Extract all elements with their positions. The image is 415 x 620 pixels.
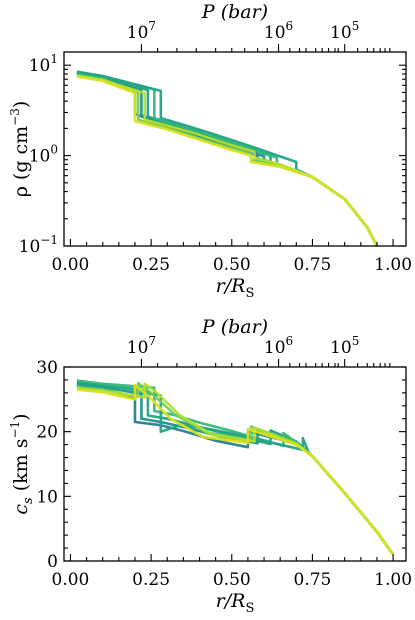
top-axis-label: P (bar) [201, 1, 268, 23]
series-line-5 [76, 383, 395, 556]
x-tick-label: 0.25 [132, 255, 170, 275]
y-tick-label: 10 [36, 487, 58, 507]
y-axis-label-exponent: −1 [8, 421, 22, 439]
y-tick-label: 20 [36, 423, 58, 443]
y-axis-label-text: ρ (g cm [10, 126, 32, 197]
top-tick-label-exponent: 7 [148, 334, 156, 348]
y-tick-label-exponent: −1 [40, 233, 58, 247]
y-tick-label: 0 [47, 552, 58, 572]
x-tick-label: 0.75 [294, 255, 332, 275]
y-axis-label: cs (km s−1) [8, 413, 36, 514]
y-tick-label: 100 [29, 143, 58, 167]
series-line-3 [76, 380, 395, 556]
y-axis-label: ρ (g cm−3) [8, 101, 32, 198]
y-axis-label-text: c [10, 504, 32, 515]
y-tick-label-base: 10 [29, 147, 51, 167]
x-tick-label: 1.00 [374, 255, 412, 275]
y-axis-label-subscript: s [21, 497, 36, 504]
series-line-6 [76, 73, 379, 246]
top-tick-label-base: 10 [264, 338, 286, 358]
series-line-6 [76, 381, 395, 556]
top-tick-label: 106 [264, 334, 293, 358]
top-tick-label-exponent: 6 [286, 334, 294, 348]
top-tick-label-base: 10 [264, 23, 286, 43]
y-axis-label-close: ) [10, 101, 32, 108]
series-group [76, 379, 395, 556]
y-axis-label-close: ) [10, 413, 32, 420]
series-line-7 [76, 382, 395, 556]
y-axis-label-exponent: −3 [8, 108, 22, 126]
series-line-7 [76, 74, 379, 246]
series-line-8 [76, 383, 395, 556]
series-line-2 [76, 381, 395, 556]
x-tick-label: 0.25 [132, 570, 170, 590]
top-tick-label-exponent: 7 [148, 19, 156, 33]
x-axis-label: r/RS [216, 590, 255, 616]
x-tick-label: 0.00 [52, 570, 90, 590]
top-tick-label-exponent: 5 [352, 334, 360, 348]
top-tick-label: 107 [127, 19, 156, 43]
top-tick-label-base: 10 [330, 338, 352, 358]
y-axis-label-units: (km s [10, 439, 32, 498]
top-tick-label-exponent: 6 [286, 19, 294, 33]
y-tick-label-exponent: 0 [50, 143, 58, 157]
y-tick-label-base: 10 [19, 237, 41, 257]
top-tick-label-base: 10 [330, 23, 352, 43]
series-line-1 [76, 72, 379, 246]
top-axis-label: P (bar) [201, 316, 268, 338]
top-tick-label-base: 10 [127, 23, 149, 43]
top-tick-label: 107 [127, 334, 156, 358]
series-line-2 [76, 71, 379, 246]
series-line-4 [76, 70, 379, 246]
series-group [76, 70, 379, 246]
y-tick-label-base: 10 [29, 56, 51, 76]
top-tick-label: 105 [330, 19, 359, 43]
x-tick-label: 1.00 [374, 570, 412, 590]
x-tick-label: 0.50 [213, 570, 251, 590]
x-axis-label-subscript: S [245, 601, 254, 616]
series-line-8 [76, 75, 379, 246]
plot-frame [63, 51, 407, 247]
top-tick-label-exponent: 5 [352, 19, 360, 33]
top-tick-label-base: 10 [127, 338, 149, 358]
x-tick-label: 0.50 [213, 255, 251, 275]
series-line-5 [76, 70, 379, 246]
x-tick-label: 0.00 [52, 255, 90, 275]
x-axis-label-text: r/R [216, 590, 246, 612]
x-axis-label-text: r/R [216, 275, 246, 297]
y-tick-label-exponent: 1 [50, 52, 58, 66]
top-tick-label: 105 [330, 334, 359, 358]
x-axis-label: r/RS [216, 275, 255, 301]
series-line-3 [76, 71, 379, 246]
x-axis-label-subscript: S [245, 286, 254, 301]
y-tick-label: 10−1 [19, 233, 58, 257]
plot-frame [63, 366, 407, 562]
y-tick-label: 101 [29, 52, 58, 76]
top-tick-label: 106 [264, 19, 293, 43]
y-tick-label: 30 [36, 358, 58, 378]
series-line-1 [76, 383, 395, 556]
series-line-4 [76, 379, 395, 556]
x-tick-label: 0.75 [294, 570, 332, 590]
